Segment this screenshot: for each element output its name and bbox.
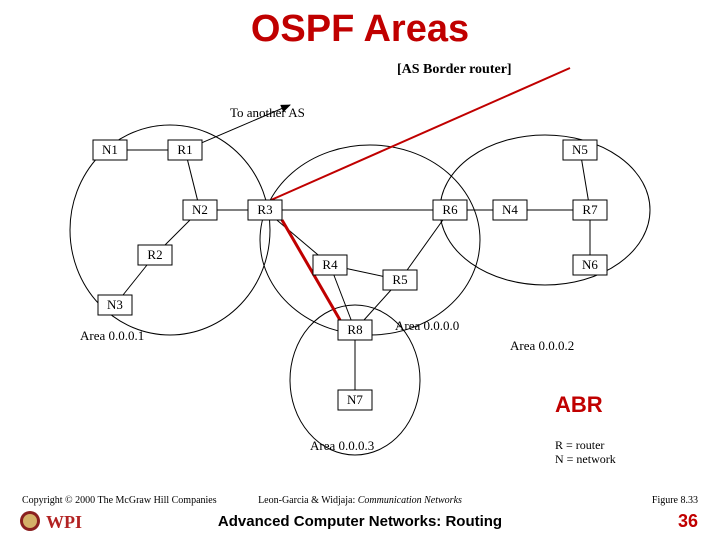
legend: R = router N = network (555, 438, 616, 467)
area-label-a1: Area 0.0.0.1 (80, 328, 144, 343)
node-label-R7: R7 (582, 202, 598, 217)
abr-label: ABR (555, 392, 603, 418)
node-label-R5: R5 (392, 272, 407, 287)
node-label-N6: N6 (582, 257, 598, 272)
node-label-N1: N1 (102, 142, 118, 157)
credit: Leon-Garcia & Widjaja: Communication Net… (0, 495, 720, 506)
node-label-R2: R2 (147, 247, 162, 262)
svg-text:WPI: WPI (46, 512, 82, 532)
node-label-N2: N2 (192, 202, 208, 217)
node-label-R3: R3 (257, 202, 272, 217)
course-title: Advanced Computer Networks: Routing (0, 513, 720, 530)
edge-N2-R2 (165, 220, 190, 245)
node-label-R8: R8 (347, 322, 362, 337)
area-label-a2: Area 0.0.0.2 (510, 338, 574, 353)
figure-number: Figure 8.33 (652, 495, 698, 506)
credit-book: Communication Networks (358, 495, 462, 506)
credit-authors: Leon-Garcia & Widjaja: (258, 495, 358, 506)
node-label-R6: R6 (442, 202, 458, 217)
edge-R1-N2 (188, 160, 198, 200)
node-label-R1: R1 (177, 142, 192, 157)
page-number: 36 (678, 511, 698, 532)
edge-R4-R5 (347, 269, 383, 277)
node-label-N4: N4 (502, 202, 518, 217)
legend-router: R = router (555, 438, 616, 452)
edge-R2-N3 (123, 265, 147, 295)
area-label-a3: Area 0.0.0.3 (310, 438, 374, 453)
wpi-logo: WPI (18, 508, 98, 534)
node-label-N7: N7 (347, 392, 363, 407)
as-external-link (202, 105, 290, 143)
edge-R5-R6 (407, 220, 443, 270)
node-label-R4: R4 (322, 257, 338, 272)
node-label-N3: N3 (107, 297, 123, 312)
edge-R7-N5 (582, 160, 589, 200)
edge-R5-R8 (364, 290, 391, 320)
node-label-N5: N5 (572, 142, 588, 157)
red-pointer-line (271, 68, 570, 200)
legend-network: N = network (555, 452, 616, 466)
edge-R3-R4 (277, 220, 318, 255)
